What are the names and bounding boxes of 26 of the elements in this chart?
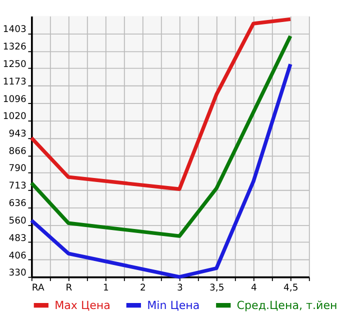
x-tick-label: 2 (140, 282, 146, 294)
y-tick-label: 1250 (2, 58, 26, 70)
y-tick-label: 943 (8, 128, 26, 140)
x-tick-label: R (66, 282, 73, 294)
y-tick-label: 483 (8, 232, 26, 244)
x-tick-label: 3,5 (210, 282, 224, 294)
y-tick-label: 1403 (2, 24, 26, 36)
legend-label: Сред.Цена, т.йен (236, 299, 338, 312)
y-tick-label: 330 (8, 267, 26, 278)
y-tick-label: 1326 (2, 42, 26, 53)
x-tick-label: 4,5 (284, 282, 298, 294)
y-tick-label: 1173 (2, 76, 26, 88)
y-tick-label: 790 (8, 163, 26, 174)
y-tick-label: 406 (8, 250, 26, 262)
x-tick-label: 4 (250, 282, 257, 294)
x-tick-label: 1 (102, 282, 109, 294)
x-tick-label: 3 (176, 282, 183, 294)
y-tick-label: 636 (8, 198, 26, 210)
y-tick-label: 560 (8, 215, 26, 226)
legend-label: Min Цена (147, 299, 200, 312)
y-tick-label: 713 (8, 180, 26, 192)
y-tick-label: 866 (8, 146, 26, 157)
y-tick-label: 1020 (2, 110, 26, 122)
y-tick-label: 1096 (2, 94, 26, 105)
legend-label: Max Цена (54, 299, 110, 312)
x-tick-label: RA (32, 282, 45, 294)
